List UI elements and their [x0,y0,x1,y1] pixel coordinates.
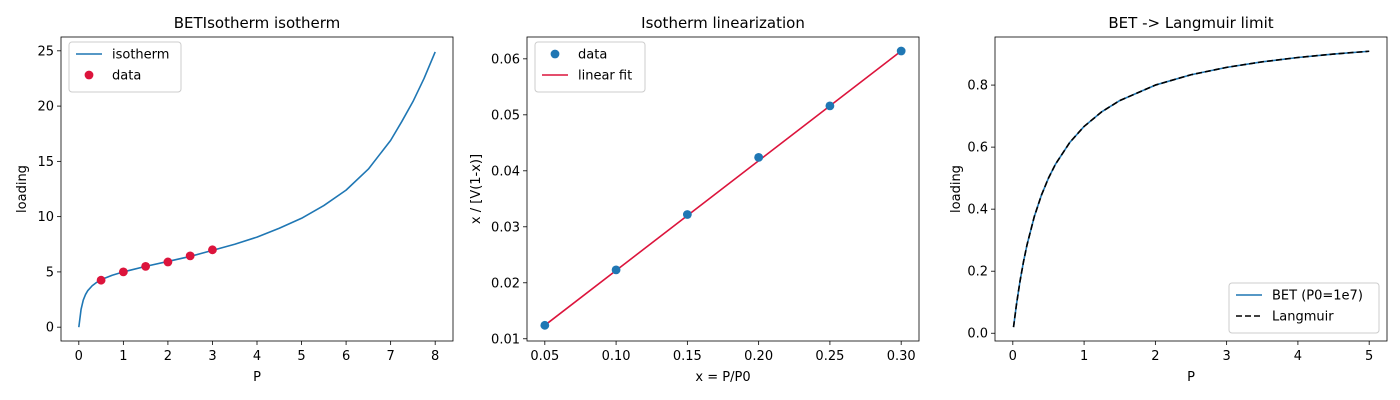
x-tick-label: 3 [1222,349,1230,364]
legend: data linear fit [534,41,646,93]
legend-label: data [112,69,141,84]
chart-title: BET -> Langmuir limit [1108,14,1273,32]
series-line-linear-fit [544,50,902,326]
y-tick-label: 0.02 [491,276,520,291]
legend-box [1228,282,1380,334]
y-tick-label: 10 [37,210,54,225]
x-tick-label: 2 [164,349,172,364]
plot-frame [526,36,920,342]
x-axis-label: P [253,370,261,385]
x-tick-label: 1 [1080,349,1088,364]
x-tick-label: 0.20 [744,349,773,364]
x-tick-label: 4 [253,349,261,364]
x-tick-label: 5 [297,349,305,364]
legend-label: isotherm [112,48,169,63]
x-tick-label: 3 [208,349,216,364]
chart-title: Isotherm linearization [641,14,805,32]
y-tick-label: 0.05 [491,108,520,123]
series-line-isotherm [78,51,436,328]
y-tick-label: 20 [37,100,54,115]
x-tick-label: 7 [386,349,394,364]
y-tick-label: 0.2 [967,265,988,280]
data-point [682,210,692,219]
chart-title: BETIsotherm isotherm [174,14,341,32]
x-axis-label: x = P/P0 [695,370,750,385]
legend-label: BET (P0=1e7) [1272,289,1363,304]
x-tick-label: 0.15 [673,349,702,364]
data-point [96,275,106,285]
x-axis-label: P [1187,370,1195,385]
data-point [825,101,835,111]
y-tick-label: 0.06 [491,52,520,67]
data-point [163,257,173,267]
legend-point-marker [550,49,560,59]
data-point [208,245,217,255]
x-tick-label: 4 [1294,349,1302,364]
legend: BET (P0=1e7) Langmuir [1228,282,1380,334]
y-axis-label: x / [V(1-x)] [469,154,484,224]
plot-area [78,51,436,328]
x-tick-label: 0.30 [887,349,916,364]
series-line-bet-p0-1e7- [1012,50,1370,328]
legend-point-marker [84,70,94,80]
plot-area [540,46,906,330]
chart-1: BETIsotherm isotherm 0 1 2 3 4 5 6 7 8 0 5 10 15 20 25 P… [15,14,454,385]
data-point [540,320,550,330]
x-tick-label: 0.05 [530,349,559,364]
x-tick-label: 0.10 [602,349,631,364]
y-tick-label: 0.4 [967,203,988,218]
x-tick-label: 0 [1009,349,1017,364]
chart-2: Isotherm linearization 0.05 0.10 0.15 0.20 0.… [469,14,920,385]
legend-box [534,41,646,93]
data-point [141,261,151,271]
y-axis-label: loading [949,165,964,213]
data-point [118,267,128,277]
legend: isotherm data [68,41,182,93]
legend-label: Langmuir [1272,310,1334,325]
y-tick-label: 0.6 [967,141,988,156]
y-tick-label: 0.04 [491,164,520,179]
x-tick-label: 6 [342,349,350,364]
x-tick-label: 1 [119,349,127,364]
y-tick-label: 15 [37,155,54,170]
y-tick-label: 25 [37,44,54,59]
data-point [611,265,621,275]
data-point [185,251,195,261]
y-tick-label: 0 [46,321,54,336]
plot-frame [994,36,1388,342]
x-tick-label: 0.25 [815,349,844,364]
legend-label: data [578,48,607,63]
y-axis-label: loading [15,165,30,213]
y-tick-label: 0.0 [967,327,988,342]
y-tick-label: 0.8 [967,79,988,94]
y-tick-label: 0.01 [491,332,520,347]
data-point [754,152,764,162]
y-tick-label: 5 [46,265,54,280]
plot-area [1012,50,1370,328]
data-point [896,46,906,56]
chart-3: BET -> Langmuir limit 0 1 2 3 4 5 0.0 0.2 0.4 0.6 0… [949,14,1388,385]
x-tick-label: 5 [1365,349,1373,364]
x-tick-label: 2 [1151,349,1159,364]
y-tick-label: 0.03 [491,220,520,235]
plot-frame [60,36,454,342]
legend-label: linear fit [578,69,632,84]
x-tick-label: 8 [431,349,439,364]
x-tick-label: 0 [75,349,83,364]
